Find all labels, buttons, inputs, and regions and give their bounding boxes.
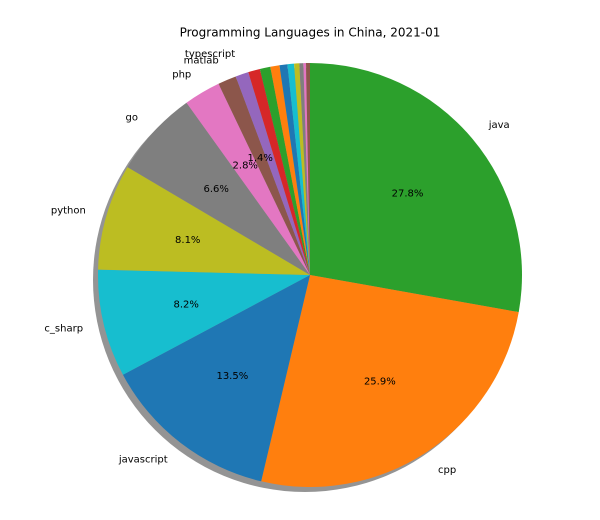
pie-slice (310, 63, 522, 313)
pie-slice (186, 83, 310, 275)
pie-slice (98, 167, 310, 275)
percent-label: 13.5% (216, 371, 248, 382)
percent-label: 27.8% (392, 188, 424, 199)
pie-slice (299, 63, 310, 275)
percent-label: 2.8% (233, 161, 258, 172)
slice-label: php (172, 69, 191, 80)
percent-label: 1.4% (248, 153, 273, 164)
slice-label: typescript (185, 49, 235, 60)
percent-label: 25.9% (364, 376, 396, 387)
pie-slice (303, 63, 310, 276)
pie-slice (306, 63, 310, 275)
pie-slice (235, 72, 310, 275)
pie-slice (218, 76, 310, 276)
slice-label: cpp (438, 465, 456, 476)
slice-label: javascript (118, 455, 168, 466)
percent-label: 8.1% (175, 235, 200, 246)
slice-label: matlab (184, 55, 219, 66)
slice-label: c_sharp (44, 324, 83, 335)
slice-label: python (51, 206, 86, 217)
pie-slice (98, 269, 311, 375)
percent-label: 8.2% (174, 299, 199, 310)
pie-slice (127, 102, 310, 276)
pie-slice (248, 69, 310, 276)
slice-label: go (126, 113, 138, 124)
percent-label: 6.6% (203, 184, 228, 195)
slice-label: java (488, 120, 510, 131)
pie-slice (259, 66, 310, 276)
chart-title: Programming Languages in China, 2021-01 (180, 26, 441, 40)
pie-slice (261, 275, 519, 487)
pie-slice (270, 65, 310, 275)
pie-slice (122, 275, 311, 482)
pie-slice (279, 64, 310, 276)
pie-slice (287, 63, 310, 276)
pie-slice (294, 63, 310, 276)
